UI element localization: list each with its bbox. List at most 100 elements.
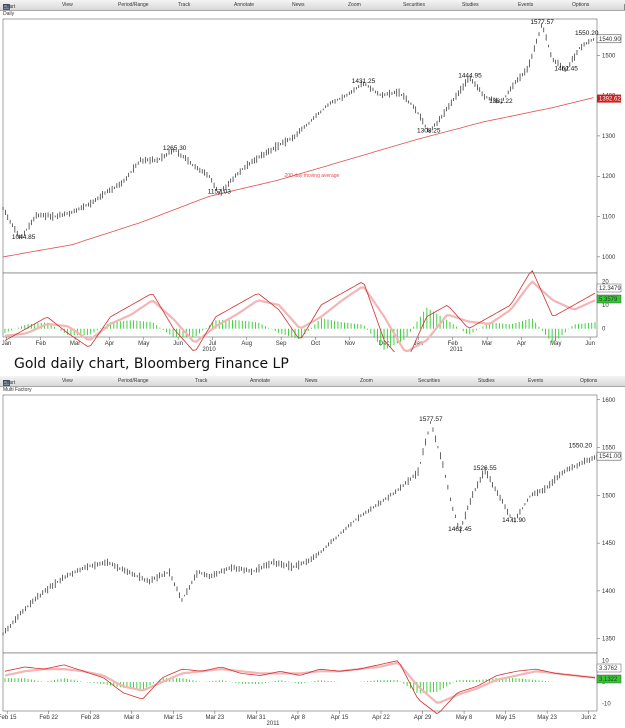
moving-average-line [2,97,594,258]
x-tick-label: Mar 8 [124,715,140,721]
toolbar-securities-top[interactable]: Securities [403,2,425,8]
caption: Gold daily chart, Bloomberg Finance LP [0,352,625,376]
indicator-tick-label: 10 [602,303,609,309]
toolbar-options-bottom[interactable]: Options [580,378,598,384]
chart-tab-title[interactable]: Multi Factory [3,387,32,393]
x-tick-label: Oct [311,341,321,347]
x-tick-label: Apr 29 [414,715,432,721]
toolbar-news-top[interactable]: News [292,2,305,8]
price-annotation: 1550.20 [569,442,593,449]
indicator-value-label: 5.3579 [599,297,618,303]
indicator-tick-label: -10 [602,701,611,707]
x-tick-label: May 15 [496,715,516,721]
y-tick-label: 1000 [602,255,616,261]
chart-icon [3,4,10,10]
toolbar-period-top[interactable]: Period/Range [118,2,149,8]
indicator-signal-line [4,661,596,704]
toolbar-annotate-bottom[interactable]: Annotate [250,378,271,384]
indicator-histogram [4,307,596,350]
price-annotation: 1526.55 [473,465,497,472]
indicator-signal-line [4,280,596,352]
last-price-label: 1541.00 [599,454,621,460]
price-annotation: 1044.85 [12,234,36,241]
x-tick-label: Mar 23 [206,715,225,721]
y-tick-label: 1550 [602,446,616,452]
toolbar-studies-top[interactable]: Studies [462,2,479,8]
x-tick-label: Apr 22 [372,715,390,721]
indicator-value-tag [596,283,622,293]
gold-intraday-chart: 1350 1400 1450 1500 1550 1600 Feb 15 Feb 22 Feb … [0,394,622,727]
price-plot-frame [2,18,598,274]
toolbar-events-bottom[interactable]: Events [528,378,544,384]
toolbar-securities-bottom[interactable]: Securities [418,378,440,384]
x-tick-label: Mar [482,341,492,347]
toolbar-options-top[interactable]: Options [572,2,590,8]
ma-price-label: 1392.62 [599,97,621,103]
x-tick-label: Apr [105,341,114,347]
x-tick-label: Feb 22 [39,715,58,721]
x-tick-label: Aug [241,341,252,347]
price-annotation: 1157.03 [208,189,231,196]
y-tick-label: 1300 [602,134,616,140]
x-tick-label: Mar 31 [247,715,266,721]
x-tick-label: May [550,341,561,347]
price-annotation: 1462.45 [554,65,578,72]
last-price-label: 1540.90 [599,37,621,43]
indicator-value-label: 3.3762 [599,666,618,672]
y-tick-label: 1500 [602,493,616,499]
price-bars [2,421,598,636]
last-price-tag [596,34,622,44]
x-tick-label: Sep [276,341,287,347]
x-tick-label: Apr [517,341,526,347]
price-annotation: 1431.25 [352,78,376,85]
toolbar-item-label: Chart [3,4,16,10]
indicator-value-tag [596,674,622,684]
toolbar-view-top[interactable]: View [62,2,73,8]
chart-toolbar-top: Chart View Period/Range Track Annotate N… [0,0,625,11]
y-tick-label: 1200 [602,174,616,180]
x-tick-label: Mar 15 [164,715,183,721]
toolbar-view-bottom[interactable]: View [62,378,73,384]
indicator-tick-label: 10 [602,659,609,665]
year-label: 2011 [450,347,464,352]
toolbar-studies-bottom[interactable]: Studies [478,378,495,384]
price-annotation: 1308.25 [417,128,441,135]
toolbar-period-bottom[interactable]: Period/Range [118,378,149,384]
toolbar-news-bottom[interactable]: News [305,378,318,384]
x-tick-label: Jan [2,341,12,347]
last-price-tag [596,451,622,461]
price-annotation: 1462.45 [448,526,472,533]
year-label: 2011 [267,721,281,727]
x-tick-label: Feb 15 [0,715,17,721]
indicator-value-tag [596,663,622,673]
price-annotation: 1471.90 [502,517,526,524]
x-tick-label: Feb [448,341,459,347]
indicator-line [4,660,596,715]
y-tick-label: 1600 [602,398,616,404]
price-annotation: 1577.57 [419,416,443,423]
toolbar-annotate-top[interactable]: Annotate [234,2,255,8]
toolbar-events-top[interactable]: Events [518,2,534,8]
x-tick-label: May 23 [537,715,557,721]
y-tick-label: 1400 [602,589,616,595]
x-tick-label: Feb [36,341,47,347]
x-tick-label: May 8 [456,715,473,721]
y-tick-label: 1350 [602,637,616,643]
indicator-line [4,270,596,352]
toolbar-item-label: Chart [3,380,16,386]
price-plot-frame [2,394,598,654]
x-tick-label: Jun 2 [581,715,596,721]
x-tick-label: Jul [209,341,217,347]
indicator-value-label: 3.1322 [599,677,618,683]
y-tick-label: 1450 [602,541,616,547]
price-annotation: 1265.30 [163,145,187,152]
price-bars [2,23,594,240]
ma-price-tag [597,94,621,103]
price-annotation: 1550.20 [575,30,599,37]
toolbar-zoom-bottom[interactable]: Zoom [360,378,373,384]
chart-tab-title[interactable]: Daily [3,11,15,17]
toolbar-track-bottom[interactable]: Track [195,378,208,384]
indicator-tick-label: 20 [602,279,609,285]
toolbar-track-top[interactable]: Track [178,2,191,8]
toolbar-zoom-top[interactable]: Zoom [348,2,361,8]
